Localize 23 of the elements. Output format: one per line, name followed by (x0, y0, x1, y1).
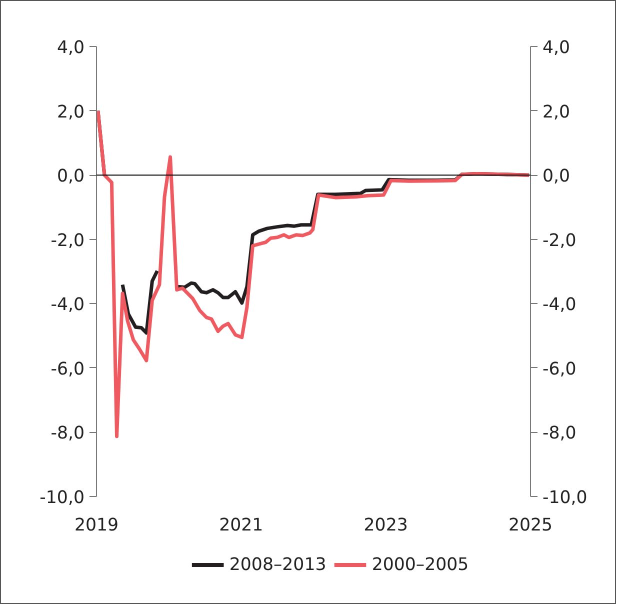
y2-tick-label: -4,0 (542, 295, 576, 316)
x-tick-label: 2019 (74, 516, 119, 536)
line-series (96, 109, 530, 438)
legend-label: 2000–2005 (372, 555, 469, 575)
y-tick-label: 2,0 (56, 102, 85, 122)
y-tick-label: -8,0 (50, 424, 84, 444)
y2-tick-label: -2,0 (542, 230, 576, 251)
x-tick-label: 2021 (219, 516, 264, 536)
y-tick-label: -2,0 (50, 230, 84, 251)
legend-label: 2008–2013 (229, 555, 326, 575)
x-tick-label: 2023 (364, 516, 408, 536)
y2-tick-label: 0,0 (542, 166, 570, 187)
y-tick-label: -10,0 (40, 488, 85, 508)
y2-tick-label: 4,0 (542, 38, 570, 58)
y-tick-label: 4,0 (56, 38, 85, 58)
y-tick-label: -6,0 (50, 359, 84, 380)
y2-tick-label: -10,0 (542, 488, 588, 508)
y2-tick-label: -6,0 (542, 359, 576, 380)
y-tick-label: 0,0 (56, 166, 85, 187)
y-tick-label: -4,0 (50, 295, 84, 316)
y2-tick-label: 2,0 (542, 102, 570, 122)
x-tick-label: 2025 (508, 516, 553, 536)
y2-tick-label: -8,0 (542, 424, 576, 444)
